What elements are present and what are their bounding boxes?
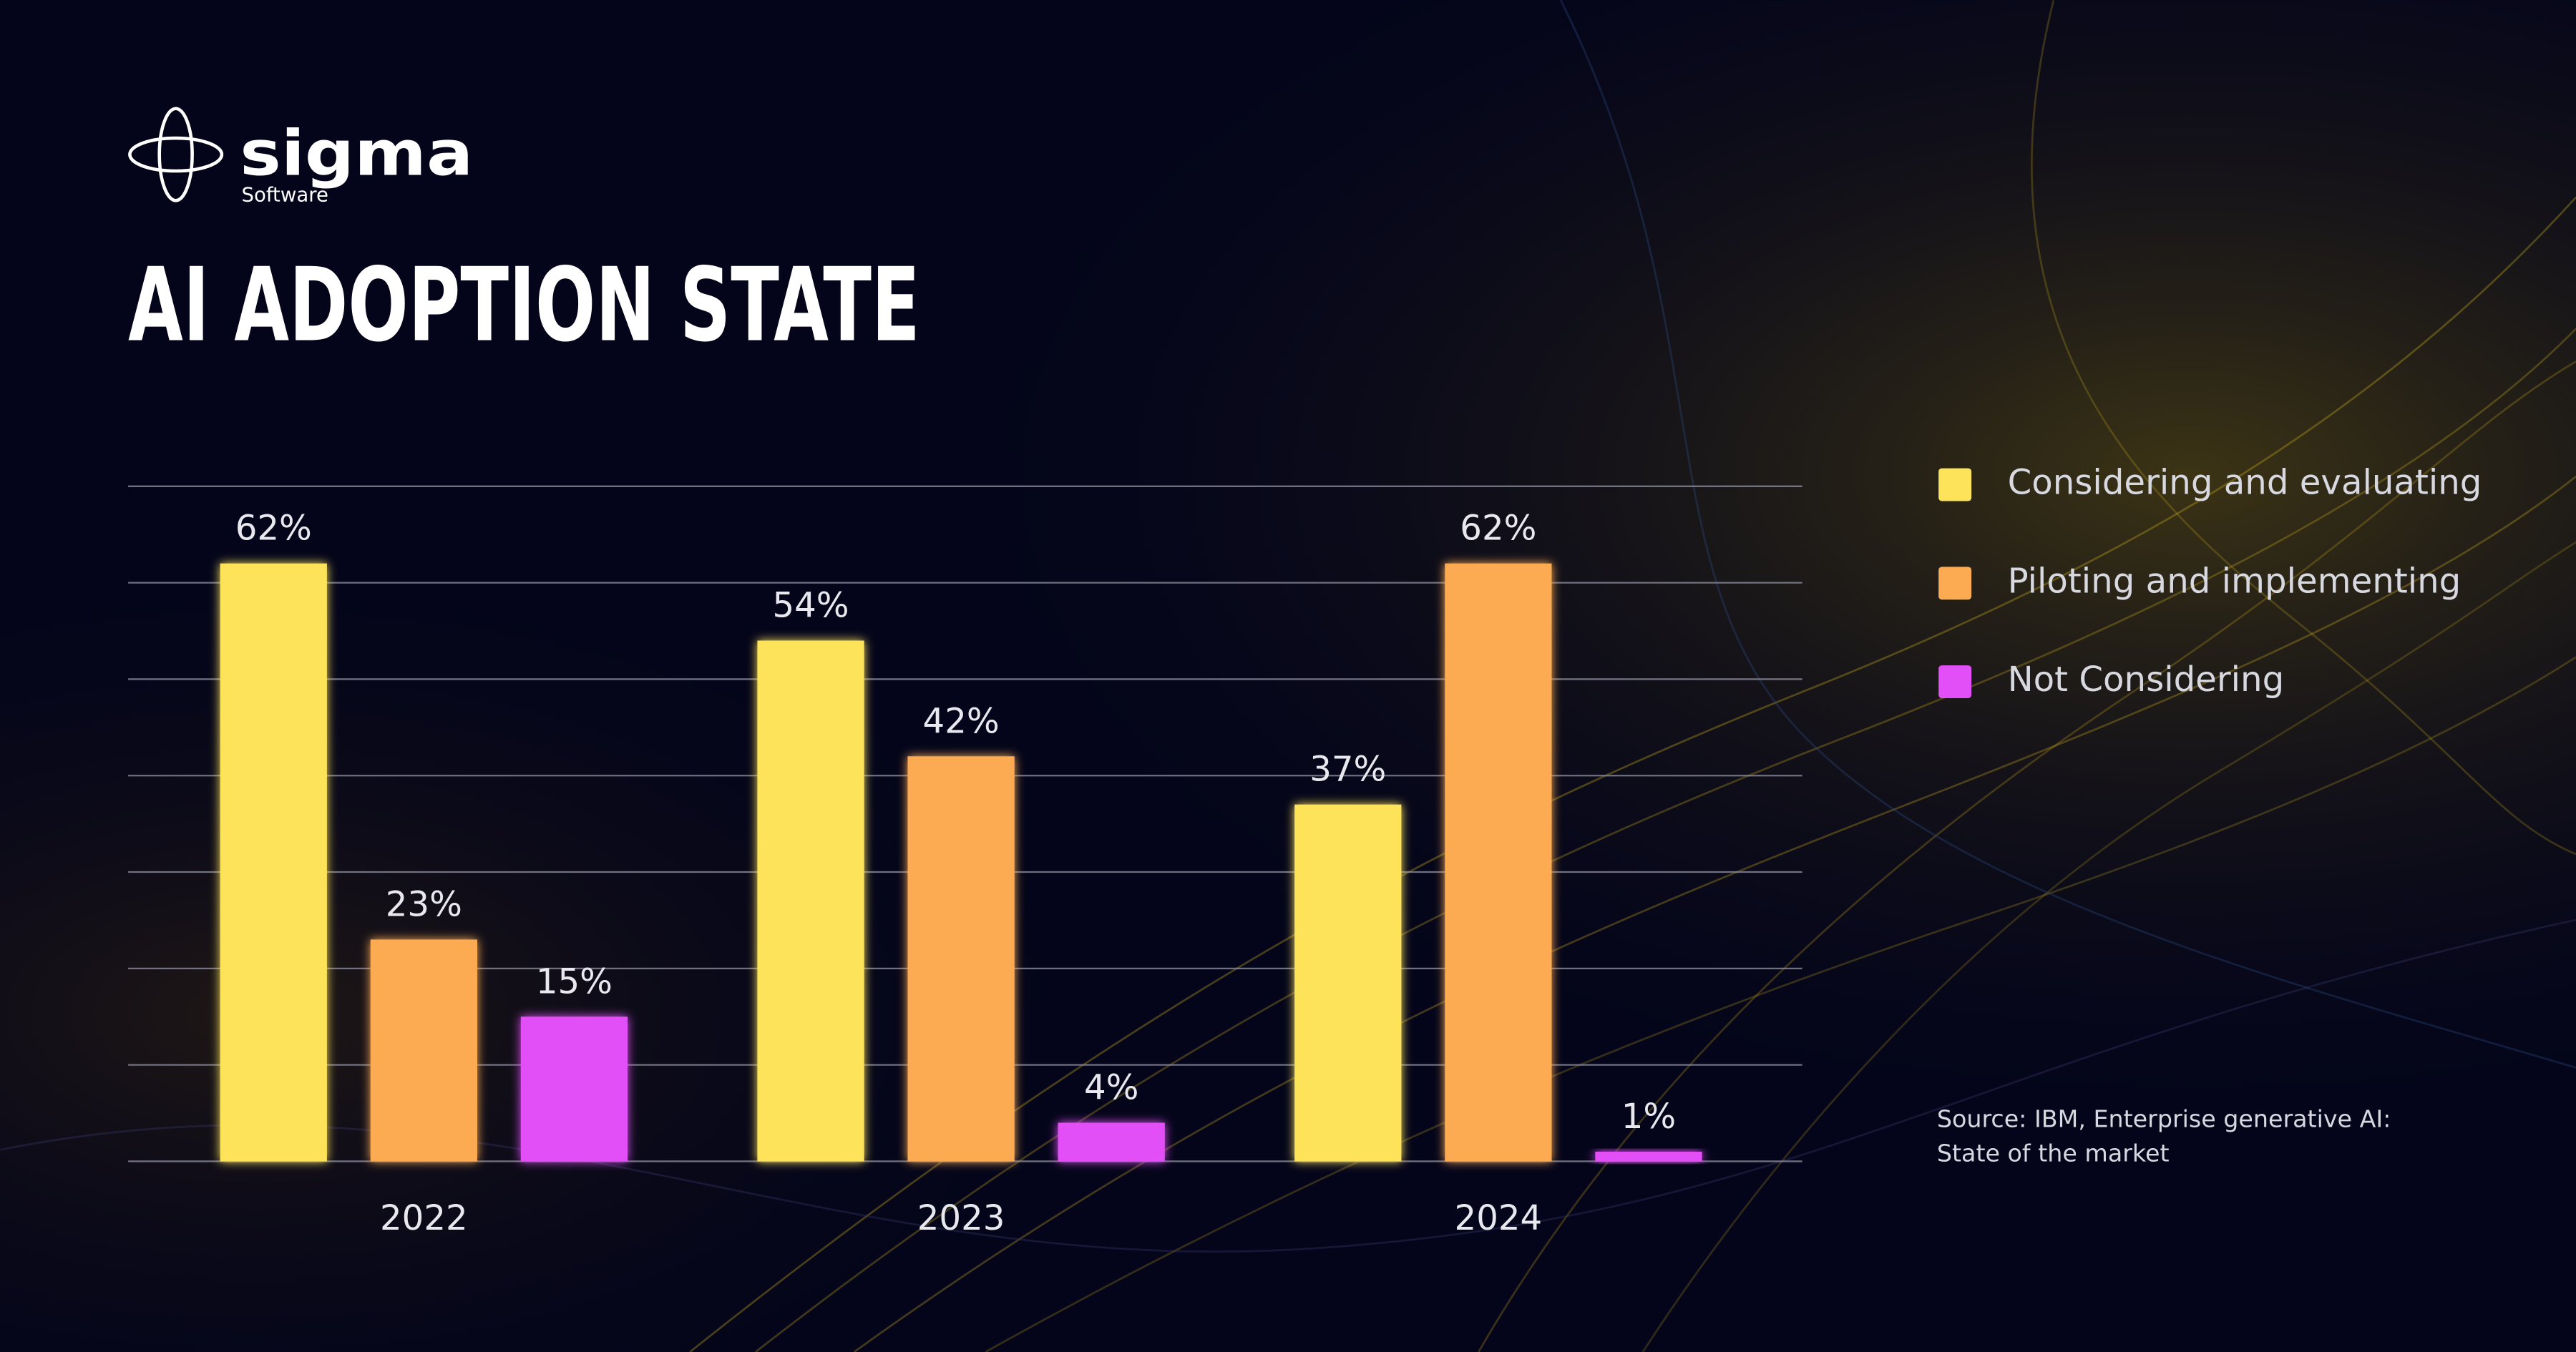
value-label: 54% — [772, 586, 849, 626]
value-label: 62% — [1460, 509, 1536, 549]
logo-mark — [157, 107, 194, 202]
logo-mark — [128, 136, 224, 173]
source-note: Source: IBM, Enterprise generative AI: — [1937, 1105, 2391, 1133]
logo — [128, 107, 224, 202]
bar — [220, 563, 327, 1162]
legend-swatch — [1938, 468, 1972, 501]
legend-swatch — [1938, 567, 1972, 600]
chart-title: AI ADOPTION STATE — [128, 246, 920, 365]
value-label: 1% — [1621, 1097, 1676, 1137]
x-tick-label: 2022 — [380, 1198, 468, 1238]
bar — [907, 756, 1015, 1162]
x-tick-label: 2023 — [917, 1198, 1005, 1238]
bar — [1445, 563, 1552, 1162]
x-tick-label: 2024 — [1455, 1198, 1543, 1238]
value-label: 23% — [386, 884, 462, 924]
legend-swatch — [1938, 665, 1972, 698]
value-label: 37% — [1309, 750, 1386, 790]
bar — [1058, 1122, 1165, 1162]
legend-label: Piloting and implementing — [2008, 561, 2462, 601]
brand-tagline: Software — [242, 183, 328, 206]
bar — [520, 1017, 628, 1162]
value-label: 15% — [536, 961, 613, 1001]
value-label: 4% — [1084, 1068, 1138, 1108]
bar — [370, 939, 477, 1162]
source-note: State of the market — [1937, 1140, 2170, 1167]
value-label: 42% — [923, 701, 1000, 741]
bar — [1294, 804, 1402, 1162]
value-label: 62% — [235, 509, 312, 549]
brand-name: sigma — [240, 117, 473, 190]
bar — [1595, 1151, 1702, 1162]
legend-label: Considering and evaluating — [2008, 463, 2482, 503]
legend-label: Not Considering — [2008, 660, 2285, 700]
bar — [757, 640, 864, 1162]
